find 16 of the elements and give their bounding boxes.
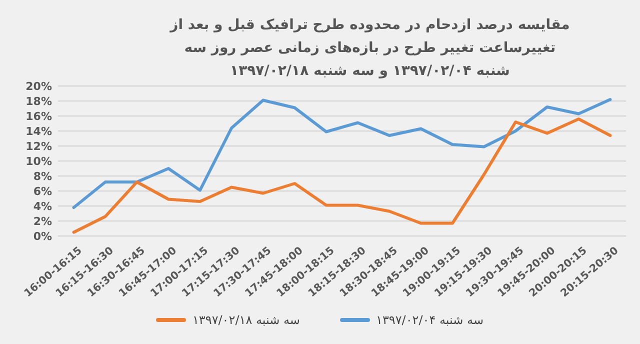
y-tick-label: 10% xyxy=(26,155,52,168)
line-series xyxy=(72,98,612,209)
y-tick-label: 16% xyxy=(26,110,52,123)
line-series xyxy=(72,118,612,234)
y-tick-label: 4% xyxy=(33,200,52,213)
legend-label: سه شنبه ۱۳۹۷/۰۲/۰۴ xyxy=(376,313,484,327)
legend-label: سه شنبه ۱۳۹۷/۰۲/۱۸ xyxy=(192,313,300,327)
y-tick-label: 0% xyxy=(33,230,52,243)
chart-title: مقایسه درصد ازدحام در محدوده طرح ترافیک قبل و بعد از تغییرساعت تغییر طرح در بازه‌های زمانی عصر روز سه شنبه ۱۳۹۷/۰۲/۰۴ و سه شنبه ۱۳۹۷/۰۲/۱۸ xyxy=(170,16,570,81)
y-tick-label: 6% xyxy=(33,185,52,198)
y-tick-label: 20% xyxy=(26,80,52,93)
y-tick-label: 8% xyxy=(33,170,52,183)
y-tick-label: 2% xyxy=(33,215,52,228)
y-tick-label: 14% xyxy=(26,125,52,138)
y-tick-label: 18% xyxy=(26,95,52,108)
y-tick-label: 12% xyxy=(26,140,52,153)
